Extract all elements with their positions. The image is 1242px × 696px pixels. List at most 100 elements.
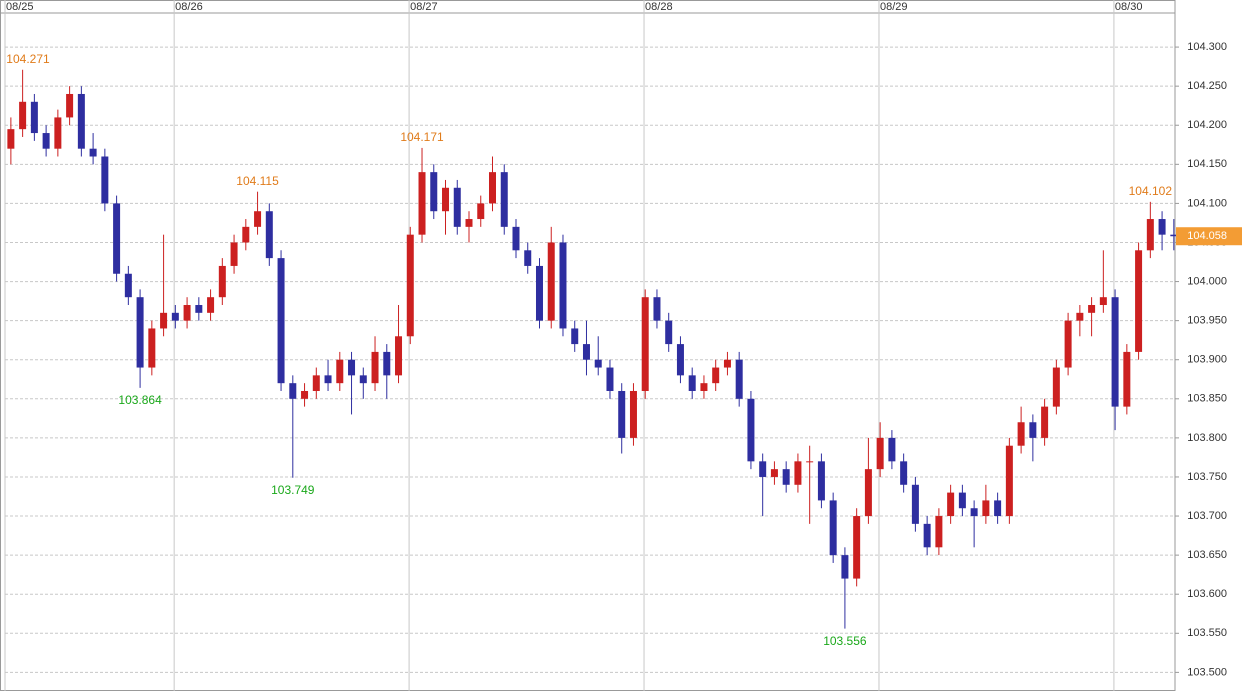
x-tick-label: 08/28 [645, 1, 673, 13]
candle-body [935, 516, 943, 548]
candle-body [195, 305, 203, 313]
x-tick-label: 08/26 [175, 1, 203, 13]
candle-body [383, 351, 391, 376]
candle-body [524, 250, 532, 266]
candle-body [500, 172, 508, 227]
candle-body [66, 93, 74, 118]
candle-body [218, 265, 226, 298]
candle-body [606, 367, 614, 391]
candle-body [994, 500, 1002, 517]
candle-body [629, 390, 637, 438]
candle-body [1005, 445, 1013, 517]
candle-body [371, 351, 379, 384]
candle-body [301, 390, 309, 399]
candle-body [688, 375, 696, 391]
candle-body [418, 172, 426, 235]
candle-body [958, 492, 966, 509]
candle-body [359, 375, 367, 384]
y-tick-label: 104.250 [1187, 80, 1227, 92]
candle-body [77, 93, 85, 149]
current-price-label: 104.058 [1187, 230, 1227, 242]
candle-body [42, 133, 50, 149]
low-label: 103.556 [823, 634, 867, 648]
y-tick-label: 104.150 [1187, 158, 1227, 170]
x-tick-label: 08/30 [1115, 1, 1143, 13]
candle-body [1041, 406, 1049, 438]
y-tick-label: 103.800 [1187, 432, 1227, 444]
candle-body [676, 344, 684, 376]
candle-body [1170, 234, 1178, 237]
current-price-box [1176, 227, 1242, 246]
candle-body [324, 375, 332, 384]
candle-body [1146, 219, 1154, 251]
candle-body [277, 258, 285, 384]
x-tick-label: 08/25 [6, 1, 34, 13]
candle-body [806, 461, 814, 463]
candle-body [512, 226, 520, 251]
candle-body [1076, 312, 1084, 321]
candle-body [477, 203, 485, 220]
candle-body [1123, 351, 1131, 407]
candle-body [594, 359, 602, 368]
candle-body [1017, 422, 1025, 446]
candle-body [817, 461, 825, 501]
candle-body [876, 437, 884, 470]
candle-body [1088, 305, 1096, 313]
candle-body [1099, 297, 1107, 306]
candle-body [900, 461, 908, 485]
high-label: 104.102 [1129, 184, 1173, 198]
candle-body [336, 359, 344, 384]
grid [4, 0, 1175, 691]
candle-body [7, 129, 15, 149]
candle-body [430, 172, 438, 212]
y-tick-label: 103.950 [1187, 315, 1227, 327]
y-tick-label: 103.550 [1187, 627, 1227, 639]
y-tick-label: 103.650 [1187, 549, 1227, 561]
candle-body [254, 211, 262, 227]
candle-body [911, 484, 919, 524]
candle-body [794, 461, 802, 485]
candle-body [406, 234, 414, 337]
candle-body [559, 242, 567, 329]
candle-body [160, 312, 168, 329]
y-tick-label: 103.500 [1187, 666, 1227, 678]
candle-body [923, 523, 931, 548]
candle-body [54, 117, 62, 149]
candle-body [982, 500, 990, 517]
candle-body [395, 336, 403, 376]
candle-body [1029, 422, 1037, 438]
candle-body [289, 383, 297, 399]
low-label: 103.749 [271, 483, 315, 497]
candle-body [853, 516, 861, 579]
candle-body [148, 328, 156, 368]
candle-body [864, 469, 872, 517]
candle-body [535, 265, 543, 321]
candle-body [312, 375, 320, 391]
candle-body [841, 555, 849, 579]
y-tick-label: 103.700 [1187, 510, 1227, 522]
candle-body [242, 226, 250, 243]
candle-body [618, 390, 626, 438]
low-label: 103.864 [118, 393, 162, 407]
candle-body [207, 297, 215, 313]
candle-body [124, 273, 132, 298]
y-tick-label: 104.300 [1187, 41, 1227, 53]
candle-body [582, 344, 590, 360]
candle-body [171, 312, 179, 321]
y-tick-label: 103.750 [1187, 471, 1227, 483]
y-tick-label: 103.850 [1187, 393, 1227, 405]
candle-body [101, 156, 109, 204]
candle-body [1052, 367, 1060, 407]
y-tick-label: 104.100 [1187, 197, 1227, 209]
price-axis [1175, 0, 1242, 691]
candle-body [1135, 250, 1143, 352]
candle-body [442, 187, 450, 212]
candle-body [348, 359, 356, 376]
candle-body [970, 508, 978, 517]
candle-body [770, 469, 778, 477]
candle-body [653, 297, 661, 321]
candle-body [19, 101, 27, 130]
candle-body [30, 101, 38, 134]
